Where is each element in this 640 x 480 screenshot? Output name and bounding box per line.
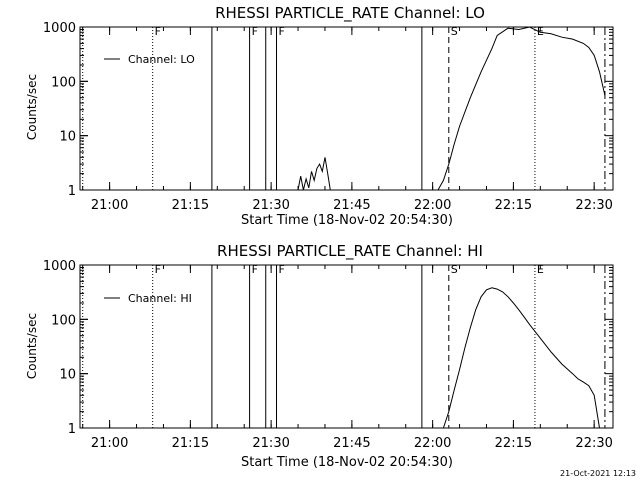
event-marker-label: F: [155, 25, 161, 38]
chart-panel-lo: RHESSI PARTICLE_RATE Channel: LO Counts/…: [25, 4, 614, 228]
x-tick-label: 22:00: [414, 198, 451, 213]
y-tick-label: 100: [51, 313, 76, 328]
x-tick-label: 21:30: [252, 198, 289, 213]
x-tick-label: 21:45: [333, 198, 370, 213]
legend-label-hi: Channel: HI: [128, 292, 192, 305]
x-tick-label: 21:45: [333, 436, 370, 451]
y-axis-label-lo: Counts/sec: [25, 74, 39, 140]
event-marker-label: F: [252, 263, 258, 276]
y-tick-label: 1000: [43, 21, 76, 36]
chart-title-lo: RHESSI PARTICLE_RATE Channel: LO: [215, 4, 485, 23]
y-tick-label: 1: [68, 422, 76, 437]
event-marker-label: F: [155, 263, 161, 276]
event-marker-label: F: [252, 25, 258, 38]
plot-frame-hi: [79, 264, 614, 429]
x-tick-label: 22:15: [495, 436, 532, 451]
event-marker-label: S: [451, 263, 458, 276]
y-tick-label: 10: [59, 130, 76, 145]
legend-label-lo: Channel: LO: [128, 53, 195, 66]
chart-panel-hi: RHESSI PARTICLE_RATE Channel: HI Counts/…: [25, 242, 614, 470]
x-tick-label: 21:00: [91, 436, 128, 451]
x-axis-label-lo: Start Time (18-Nov-02 20:54:30): [241, 213, 453, 228]
x-tick-label: 21:00: [91, 198, 128, 213]
event-marker-label: E: [537, 263, 544, 276]
x-tick-label: 22:15: [495, 198, 532, 213]
plot-frame-lo: [79, 26, 614, 191]
y-tick-label: 1: [68, 184, 76, 199]
x-tick-label: 22:30: [575, 436, 612, 451]
x-tick-label: 21:30: [252, 436, 289, 451]
event-marker-label: E: [537, 25, 544, 38]
x-axis-label-hi: Start Time (18-Nov-02 20:54:30): [241, 455, 453, 470]
x-tick-label: 22:30: [575, 198, 612, 213]
y-tick-label: 1000: [43, 259, 76, 274]
x-tick-label: 21:15: [172, 436, 209, 451]
event-marker-label: S: [451, 25, 458, 38]
y-axis-label-hi: Counts/sec: [25, 313, 39, 379]
x-tick-label: 21:15: [172, 198, 209, 213]
event-marker-label: F: [279, 25, 285, 38]
y-tick-label: 100: [51, 75, 76, 90]
footer-date-stamp: 21-Oct-2021 12:13: [560, 469, 636, 478]
data-series-line-hi: [442, 287, 600, 429]
data-series-line-lo: [297, 157, 331, 191]
data-series-line-lo: [437, 26, 606, 191]
y-tick-label: 10: [59, 368, 76, 383]
x-tick-label: 22:00: [414, 436, 451, 451]
chart-title-hi: RHESSI PARTICLE_RATE Channel: HI: [217, 242, 483, 261]
event-marker-label: F: [279, 263, 285, 276]
